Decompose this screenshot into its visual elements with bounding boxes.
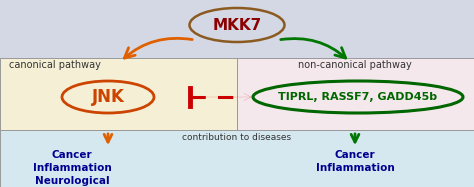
Bar <box>0 0 474 58</box>
Text: canonical pathway: canonical pathway <box>9 60 101 70</box>
Text: MKK7: MKK7 <box>212 18 262 33</box>
Text: JNK: JNK <box>91 88 125 106</box>
Bar <box>237 58 474 130</box>
Text: contribution to diseases: contribution to diseases <box>182 133 292 142</box>
Text: Cancer
Inflammation
Neurological: Cancer Inflammation Neurological <box>33 150 111 186</box>
Bar <box>0 58 237 130</box>
Text: Cancer
Inflammation: Cancer Inflammation <box>316 150 394 173</box>
Bar <box>0 130 474 187</box>
Text: TIPRL, RASSF7, GADD45b: TIPRL, RASSF7, GADD45b <box>278 92 438 102</box>
Text: non-canonical pathway: non-canonical pathway <box>298 60 412 70</box>
